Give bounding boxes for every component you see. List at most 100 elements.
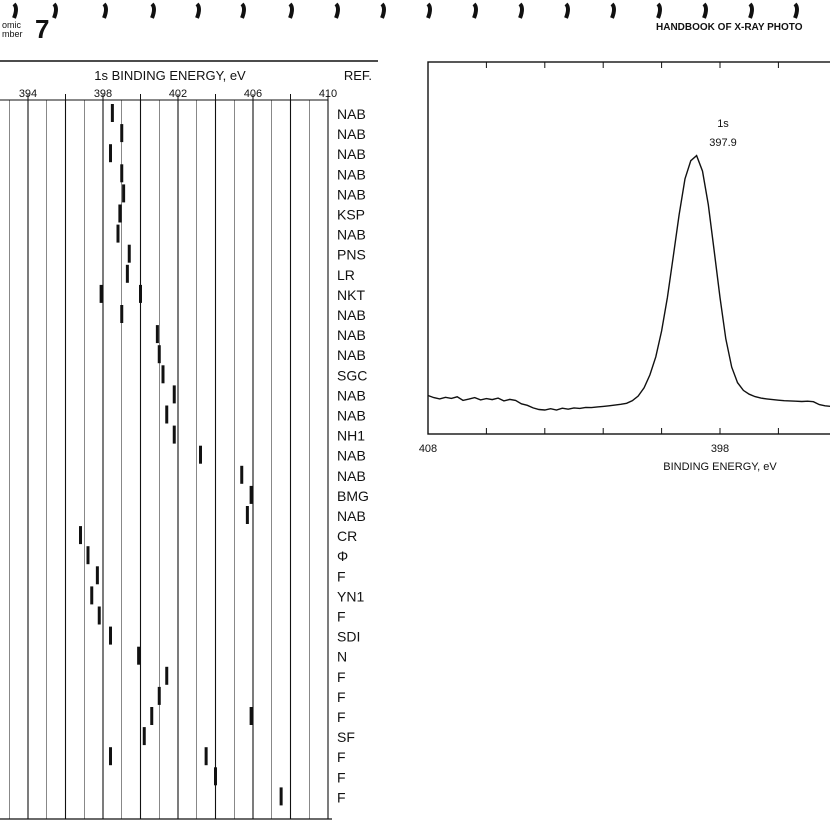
ref-label: NAB (337, 146, 366, 162)
header-left-line1: omic (2, 20, 22, 30)
spectrum-tick-label: 408 (419, 443, 437, 455)
energy-mark (165, 666, 169, 685)
binder-hole-mark (102, 2, 108, 19)
ref-label: F (337, 709, 346, 725)
energy-mark (125, 264, 129, 283)
energy-mark (86, 546, 90, 565)
ref-label: NAB (337, 408, 366, 424)
spectrum-ticks (427, 62, 779, 434)
gridlines (0, 94, 329, 819)
x-tick-labels: 394 398 402 406 410 (19, 88, 337, 100)
energy-mark (90, 586, 94, 605)
ref-label: SF (337, 729, 355, 745)
x-tick-label: 406 (244, 88, 262, 100)
binder-hole-mark (748, 2, 754, 19)
ref-label: NAB (337, 106, 366, 122)
energy-mark (120, 124, 124, 143)
ref-label: NAB (337, 166, 366, 182)
x-tick-label: 398 (94, 88, 112, 100)
ref-label: YN1 (337, 588, 364, 604)
energy-mark (155, 325, 159, 344)
energy-mark (157, 686, 161, 705)
ref-label: BMG (337, 488, 369, 504)
ref-label: NAB (337, 126, 366, 142)
energy-mark (110, 104, 114, 122)
ref-label: SGC (337, 367, 367, 383)
binder-hole-mark (240, 2, 246, 19)
energy-mark (122, 184, 126, 203)
peak-value: 397.9 (709, 137, 737, 149)
ref-label: NAB (337, 347, 366, 363)
energy-mark (137, 646, 141, 665)
binder-hole-mark (656, 2, 662, 19)
binder-hole-mark (52, 2, 58, 19)
energy-mark (79, 526, 82, 545)
binder-hole-mark (288, 2, 294, 19)
ref-label: NH1 (337, 428, 365, 444)
ref-label: F (337, 789, 346, 805)
energy-marks (79, 104, 283, 806)
energy-mark (172, 385, 176, 404)
binder-hole-mark (12, 2, 18, 19)
ref-label: SDI (337, 629, 360, 645)
energy-mark (99, 284, 103, 303)
energy-mark (249, 707, 253, 725)
x-tick-label: 402 (169, 88, 187, 100)
energy-mark (245, 506, 249, 524)
energy-mark (118, 204, 122, 223)
binder-hole-mark (334, 2, 340, 19)
energy-mark (109, 747, 112, 766)
ref-label: NAB (337, 307, 366, 323)
ref-label: F (337, 769, 346, 785)
ref-label: N (337, 649, 347, 665)
ref-label: NAB (337, 508, 366, 524)
ref-label: PNS (337, 247, 366, 263)
binder-hole-mark (564, 2, 570, 19)
spectrum-frame (427, 61, 830, 435)
header-right-title: HANDBOOK OF X-RAY PHOTO (656, 22, 803, 33)
ref-header: REF. (344, 68, 372, 83)
binder-hole-mark (472, 2, 478, 19)
energy-mark (150, 707, 154, 725)
spectrum-line (427, 154, 830, 411)
binder-hole-mark (610, 2, 616, 19)
ref-label: NAB (337, 227, 366, 243)
energy-mark (172, 425, 176, 444)
binder-hole-mark (518, 2, 524, 19)
ref-label: NAB (337, 327, 366, 343)
binder-hole-mark (702, 2, 708, 19)
spectrum-tick-label: 398 (711, 443, 729, 455)
page-header: omic mber 7 HANDBOOK OF X-RAY PHOTO (2, 2, 803, 44)
ref-label: LR (337, 267, 355, 283)
energy-mark (97, 606, 101, 625)
energy-mark (109, 626, 112, 645)
binder-hole-mark (793, 2, 799, 19)
binder-hole-mark (150, 2, 156, 19)
binder-hole-mark (426, 2, 432, 19)
energy-mark (204, 747, 208, 766)
spectrum-chart: 1s 397.9 408 398 BINDING ENERGY, eV (419, 61, 830, 473)
energy-mark (142, 727, 146, 746)
ref-label: NAB (337, 387, 366, 403)
energy-mark (240, 465, 244, 484)
ref-label: NAB (337, 448, 366, 464)
ref-label: KSP (337, 207, 365, 223)
energy-mark (120, 164, 124, 183)
energy-mark (95, 566, 99, 585)
energy-mark (161, 365, 165, 384)
peak-label: 1s (717, 118, 729, 130)
energy-mark (165, 405, 169, 424)
energy-mark (127, 244, 131, 263)
binder-holes (12, 2, 799, 19)
reference-labels: NAB NAB NAB NAB NAB KSP NAB PNS LR NKT NAB NAB NAB SG… (337, 106, 369, 805)
ref-label: F (337, 749, 346, 765)
energy-mark (199, 445, 202, 464)
page-number: 7 (35, 14, 49, 44)
binder-hole-mark (380, 2, 386, 19)
x-tick-label: 394 (19, 88, 37, 100)
ref-label: F (337, 609, 346, 625)
energy-mark (214, 767, 217, 786)
x-tick-label: 410 (319, 88, 337, 100)
energy-mark (120, 305, 124, 323)
